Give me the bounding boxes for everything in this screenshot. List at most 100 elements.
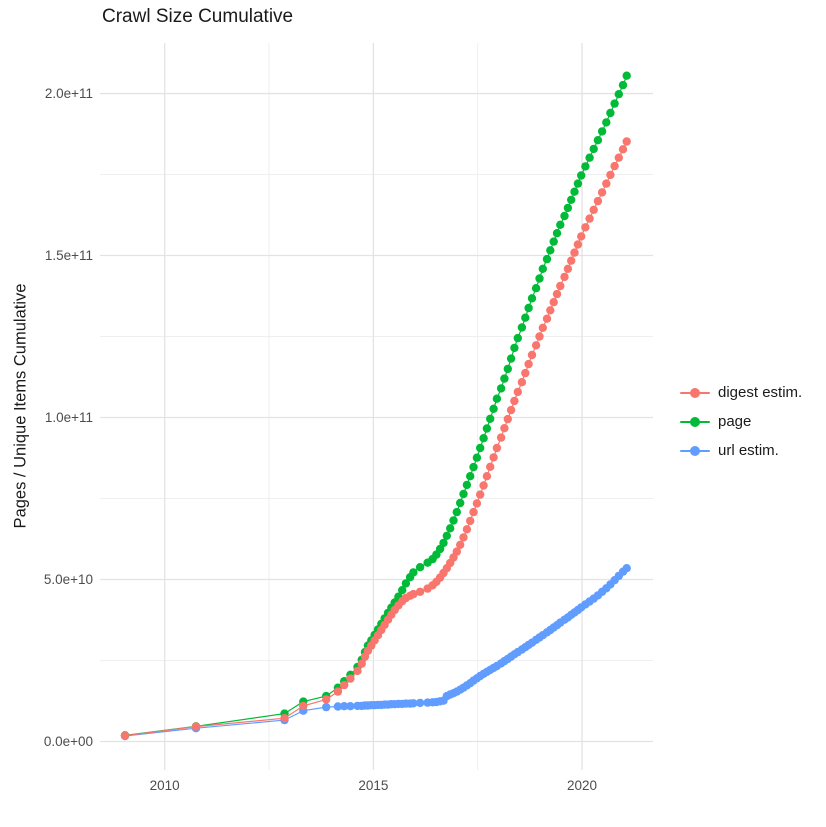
data-point — [452, 547, 461, 556]
data-point — [618, 145, 628, 154]
data-point — [333, 702, 343, 711]
x-tick-label: 2020 — [567, 778, 597, 793]
legend-key-digest-icon — [680, 386, 710, 400]
data-point — [552, 289, 562, 299]
data-point — [542, 254, 552, 264]
data-point — [452, 507, 461, 517]
data-point — [622, 137, 631, 146]
data-point — [570, 248, 579, 257]
data-point — [280, 714, 289, 723]
data-point — [409, 699, 418, 708]
data-point — [472, 499, 482, 508]
data-point — [573, 240, 583, 249]
data-point — [322, 702, 331, 712]
y-tick-label: 1.5e+11 — [45, 248, 93, 263]
data-point — [538, 264, 547, 273]
data-point — [614, 90, 623, 99]
data-point — [482, 424, 492, 433]
y-tick-label: 1.0e+11 — [45, 410, 93, 425]
data-point — [459, 533, 468, 542]
data-point — [401, 579, 411, 588]
data-point — [506, 354, 516, 363]
data-point — [535, 274, 544, 283]
data-point — [606, 108, 615, 118]
data-point — [503, 364, 512, 374]
y-tick-label: 0.0e+00 — [44, 734, 93, 749]
data-point — [479, 434, 488, 443]
data-point — [469, 507, 478, 517]
data-point — [476, 490, 485, 499]
data-point — [398, 586, 407, 595]
data-point — [492, 443, 502, 453]
data-point — [593, 136, 603, 145]
data-point — [322, 695, 331, 704]
data-point — [409, 568, 418, 577]
data-point — [581, 162, 590, 171]
data-point — [456, 540, 465, 549]
data-point — [542, 314, 552, 323]
data-point — [500, 374, 509, 383]
data-point — [506, 405, 516, 415]
data-point — [527, 350, 537, 360]
data-point — [510, 396, 519, 406]
data-point — [486, 414, 495, 423]
data-point — [521, 368, 530, 378]
legend-key-page-icon — [680, 415, 710, 429]
data-point — [585, 153, 594, 162]
data-point — [482, 472, 492, 481]
data-point — [449, 516, 458, 525]
data-point — [462, 525, 472, 534]
data-point — [567, 256, 576, 265]
data-point — [531, 284, 541, 293]
y-tick-label: 2.0e+11 — [45, 86, 93, 101]
data-point — [489, 404, 498, 413]
data-point — [456, 498, 465, 508]
data-point — [353, 666, 362, 676]
x-tick-label: 2010 — [150, 778, 180, 793]
data-point — [415, 587, 425, 596]
chart-title: Crawl Size Cumulative — [102, 6, 294, 27]
data-point — [556, 220, 565, 229]
data-point — [521, 313, 530, 322]
data-point — [589, 205, 598, 214]
data-point — [496, 384, 506, 393]
legend-item-url: url estim. — [680, 436, 802, 465]
data-point — [556, 281, 565, 291]
data-point — [524, 303, 533, 313]
y-tick-label: 5.0e+10 — [44, 572, 93, 587]
data-point — [409, 589, 418, 599]
data-point — [517, 378, 527, 387]
series-url-estim — [120, 564, 631, 741]
data-point — [333, 687, 343, 696]
data-point — [602, 118, 611, 127]
series-digest-estim — [120, 137, 631, 740]
data-point — [357, 659, 366, 668]
legend-label: digest estim. — [718, 384, 803, 401]
data-point — [527, 294, 537, 303]
data-point — [442, 531, 451, 540]
data-point — [563, 264, 573, 273]
data-point — [618, 80, 628, 90]
legend-label: url estim. — [718, 442, 779, 459]
data-point — [538, 323, 547, 332]
data-point — [503, 414, 512, 424]
data-point — [346, 674, 355, 683]
data-point — [120, 731, 130, 740]
data-point — [563, 203, 573, 213]
series-line — [124, 141, 628, 737]
data-point — [597, 188, 607, 197]
data-point — [602, 179, 611, 188]
data-point — [191, 722, 201, 731]
legend-item-page: page — [680, 407, 802, 436]
data-point — [570, 187, 579, 196]
data-point — [581, 223, 590, 232]
data-point — [340, 702, 349, 711]
data-point — [472, 453, 482, 462]
data-point — [492, 394, 502, 403]
data-point — [466, 472, 475, 481]
data-point — [489, 453, 498, 462]
data-point — [510, 343, 519, 353]
data-point — [610, 99, 619, 108]
